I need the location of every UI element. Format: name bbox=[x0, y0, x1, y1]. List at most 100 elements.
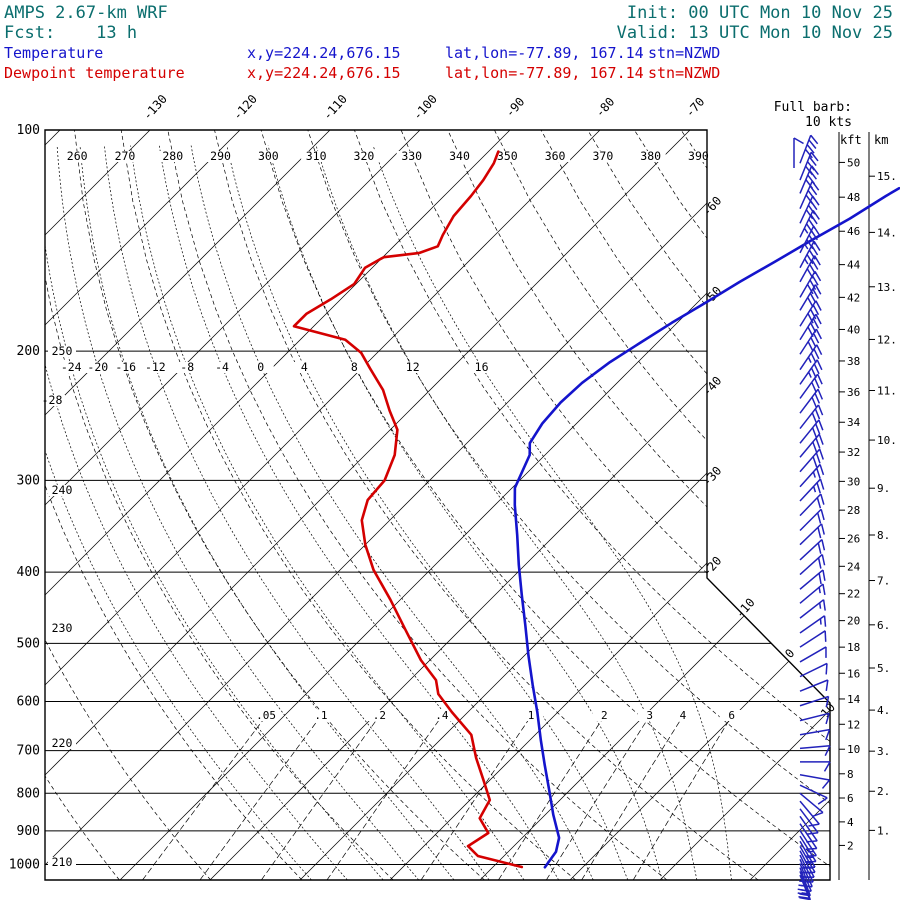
svg-text:24: 24 bbox=[847, 560, 861, 573]
svg-text:.4: .4 bbox=[435, 709, 449, 722]
svg-text:360: 360 bbox=[545, 149, 566, 163]
svg-text:290: 290 bbox=[210, 149, 231, 163]
svg-text:320: 320 bbox=[354, 149, 375, 163]
svg-text:3: 3 bbox=[646, 709, 653, 722]
svg-text:2: 2 bbox=[601, 709, 608, 722]
svg-text:20: 20 bbox=[847, 615, 860, 628]
svg-text:-24: -24 bbox=[61, 360, 82, 374]
svg-text:36: 36 bbox=[847, 386, 860, 399]
dewpoint-latlon: lat,lon=-77.89, 167.14 bbox=[445, 64, 644, 82]
svg-text:-100: -100 bbox=[410, 92, 440, 123]
svg-text:11.: 11. bbox=[877, 385, 897, 398]
altitude-scales bbox=[838, 132, 875, 880]
svg-text:-20: -20 bbox=[700, 554, 725, 579]
svg-text:-120: -120 bbox=[230, 92, 260, 123]
svg-text:-40: -40 bbox=[700, 374, 725, 399]
dewpoint-grid-xy: x,y=224.24,676.15 bbox=[247, 64, 401, 82]
svg-text:6: 6 bbox=[847, 792, 854, 805]
svg-text:12.: 12. bbox=[877, 333, 897, 346]
svg-text:1.: 1. bbox=[877, 824, 890, 837]
svg-text:310: 310 bbox=[306, 149, 327, 163]
svg-text:-60: -60 bbox=[700, 194, 725, 219]
svg-text:-20: -20 bbox=[87, 360, 108, 374]
svg-text:0: 0 bbox=[782, 646, 797, 661]
temperature-grid-xy: x,y=224.24,676.15 bbox=[247, 44, 401, 62]
svg-text:44: 44 bbox=[847, 259, 861, 272]
svg-text:km: km bbox=[874, 133, 888, 147]
svg-text:2.: 2. bbox=[877, 785, 890, 798]
svg-text:0: 0 bbox=[257, 360, 264, 374]
svg-text:280: 280 bbox=[162, 149, 183, 163]
svg-text:1: 1 bbox=[528, 709, 535, 722]
dewpoint-curve bbox=[292, 150, 524, 869]
svg-text:16: 16 bbox=[475, 360, 489, 374]
dewpoint-station: stn=NZWD bbox=[648, 64, 721, 82]
svg-text:22: 22 bbox=[847, 588, 860, 601]
svg-text:2: 2 bbox=[847, 839, 854, 852]
svg-text:350: 350 bbox=[497, 149, 518, 163]
svg-text:250: 250 bbox=[52, 344, 73, 358]
svg-text:40: 40 bbox=[847, 323, 860, 336]
svg-text:46: 46 bbox=[847, 225, 860, 238]
svg-text:kft: kft bbox=[840, 133, 862, 147]
forecast-hour-text: Fcst: 13 h bbox=[4, 23, 138, 43]
svg-text:390: 390 bbox=[688, 149, 709, 163]
svg-text:8.: 8. bbox=[877, 529, 890, 542]
svg-text:-12: -12 bbox=[145, 360, 166, 374]
svg-text:.2: .2 bbox=[373, 709, 386, 722]
svg-text:260: 260 bbox=[67, 149, 88, 163]
svg-text:100: 100 bbox=[17, 123, 40, 138]
svg-text:-70: -70 bbox=[683, 95, 708, 120]
svg-text:1000: 1000 bbox=[9, 857, 40, 872]
init-time-text: Init: 00 UTC Mon 10 Nov 25 bbox=[626, 3, 893, 23]
svg-text:4: 4 bbox=[301, 360, 308, 374]
barb-scale-line2: 10 kts bbox=[805, 115, 852, 130]
barb-scale-legend: Full barb: 10 kts bbox=[742, 100, 852, 130]
svg-text:18: 18 bbox=[847, 641, 860, 654]
svg-text:4: 4 bbox=[847, 816, 854, 829]
svg-text:800: 800 bbox=[17, 786, 40, 801]
svg-text:.1: .1 bbox=[314, 709, 327, 722]
svg-text:270: 270 bbox=[115, 149, 136, 163]
svg-text:-80: -80 bbox=[593, 95, 618, 120]
svg-text:8: 8 bbox=[847, 768, 854, 781]
svg-text:-130: -130 bbox=[140, 92, 170, 123]
svg-text:700: 700 bbox=[17, 744, 40, 759]
svg-text:48: 48 bbox=[847, 191, 860, 204]
svg-text:26: 26 bbox=[847, 532, 860, 545]
svg-text:300: 300 bbox=[17, 473, 40, 488]
svg-text:-28: -28 bbox=[42, 393, 63, 407]
svg-text:330: 330 bbox=[401, 149, 422, 163]
svg-text:28: 28 bbox=[847, 504, 860, 517]
svg-text:6: 6 bbox=[728, 709, 735, 722]
svg-text:220: 220 bbox=[52, 736, 73, 750]
svg-text:210: 210 bbox=[52, 855, 73, 869]
svg-text:34: 34 bbox=[847, 416, 861, 429]
svg-text:.05: .05 bbox=[256, 709, 276, 722]
svg-text:340: 340 bbox=[449, 149, 470, 163]
temperature-station: stn=NZWD bbox=[648, 44, 721, 62]
temperature-latlon: lat,lon=-77.89, 167.14 bbox=[445, 44, 644, 62]
svg-text:4.: 4. bbox=[877, 704, 890, 717]
svg-text:4: 4 bbox=[680, 709, 687, 722]
svg-text:12: 12 bbox=[406, 360, 420, 374]
background-grid bbox=[45, 130, 830, 880]
svg-text:230: 230 bbox=[52, 621, 73, 635]
svg-text:3.: 3. bbox=[877, 745, 890, 758]
svg-text:-16: -16 bbox=[115, 360, 136, 374]
svg-text:8: 8 bbox=[351, 360, 358, 374]
svg-text:-30: -30 bbox=[700, 464, 725, 489]
svg-text:-8: -8 bbox=[180, 360, 194, 374]
plot-border bbox=[44, 129, 831, 881]
svg-text:400: 400 bbox=[17, 565, 40, 580]
svg-text:13.: 13. bbox=[877, 281, 897, 294]
svg-text:6.: 6. bbox=[877, 619, 890, 632]
svg-text:30: 30 bbox=[847, 475, 860, 488]
wind-barbs-column bbox=[793, 134, 831, 900]
svg-text:12: 12 bbox=[847, 718, 860, 731]
svg-text:10.: 10. bbox=[877, 434, 897, 447]
svg-text:50: 50 bbox=[847, 156, 860, 169]
svg-text:-4: -4 bbox=[215, 360, 229, 374]
svg-text:900: 900 bbox=[17, 824, 40, 839]
